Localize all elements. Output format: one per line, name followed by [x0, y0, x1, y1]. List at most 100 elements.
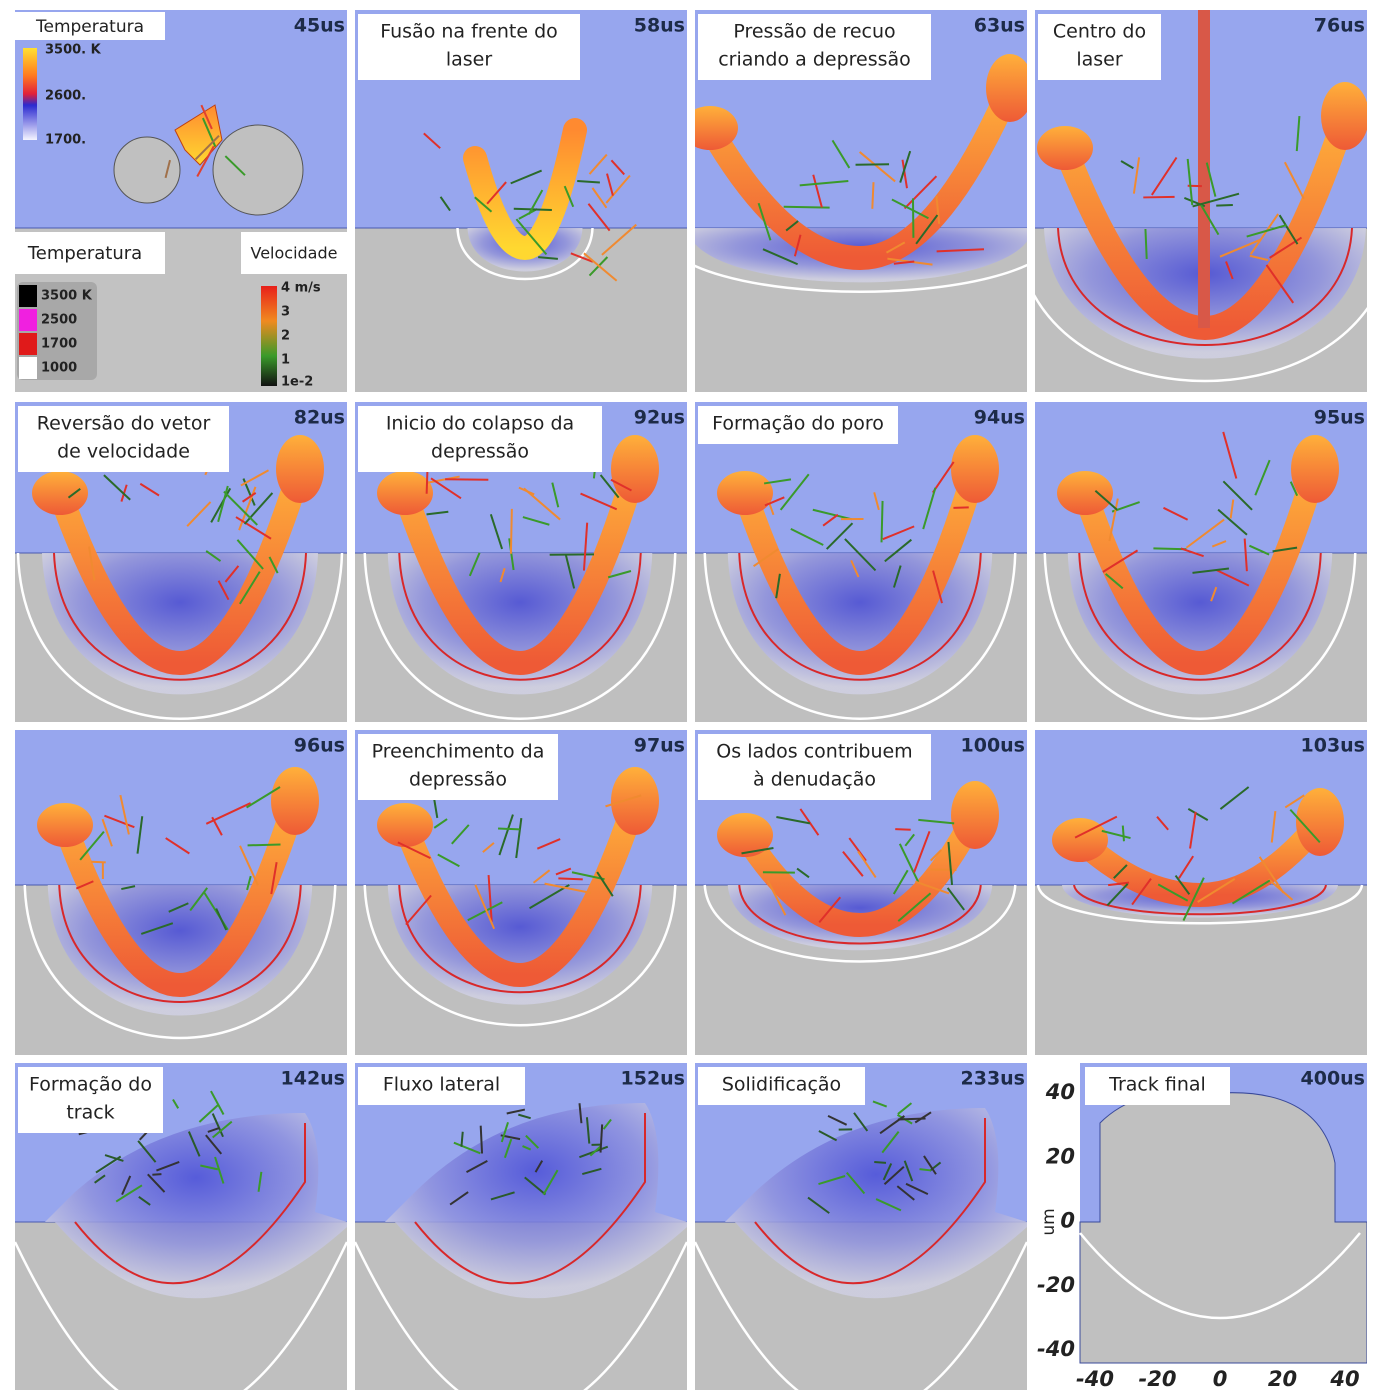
page: 45us58usFusão na frente dolaser63usPress…	[0, 0, 1378, 1394]
panel: 96us	[15, 730, 347, 1055]
caption: Preenchimento da	[372, 741, 545, 763]
time-label: 100us	[961, 735, 1026, 757]
powder-particle	[114, 137, 180, 203]
panel: 103us	[1035, 730, 1367, 1055]
velocity-arrow	[919, 1169, 931, 1170]
time-label: 58us	[634, 15, 685, 37]
y-axis-label: um	[1039, 1208, 1059, 1235]
caption: Solidificação	[722, 1074, 841, 1096]
caption: depressão	[431, 441, 529, 463]
velocity-arrow	[498, 828, 520, 829]
velocity-arrow	[930, 870, 956, 871]
legend-title: Velocidade	[251, 244, 338, 263]
legend-label: 1e-2	[281, 375, 313, 390]
legend-label: 1	[281, 353, 290, 368]
time-label: 152us	[621, 1068, 686, 1090]
panel: 94us Formação do poro	[695, 402, 1027, 722]
panel: 92us Inicio do colapso da depressão	[355, 402, 687, 722]
y-tick-label: -20	[1037, 1273, 1075, 1297]
panel-content	[1080, 1063, 1367, 1363]
caption: Formação do	[29, 1074, 152, 1096]
velocity-arrow	[461, 1132, 462, 1147]
panel: 40200-20-40-40-2002040um400usTrack final	[1037, 1063, 1367, 1391]
caption: Track final	[1108, 1074, 1206, 1096]
velocity-arrow	[152, 1174, 161, 1175]
panel: 100usOs lados contribuemà denudação	[695, 730, 1027, 1055]
velocity-colorbar	[261, 286, 277, 386]
time-label: 97us	[634, 735, 685, 757]
velocity-arrow	[481, 1126, 482, 1154]
caption: Inicio do colapso da	[386, 413, 574, 435]
panel-content	[1035, 402, 1367, 722]
caption: laser	[446, 49, 493, 71]
legend-title: Temperatura	[35, 17, 144, 37]
legend-label: 1000	[41, 361, 77, 376]
velocity-arrow	[1123, 826, 1124, 842]
melt-lobe	[986, 54, 1034, 122]
velocity-arrow	[882, 501, 883, 542]
y-tick-label: 20	[1046, 1144, 1075, 1168]
melt-lobe	[1291, 435, 1339, 503]
velocity-arrow	[872, 182, 873, 209]
panel-content	[355, 1063, 687, 1394]
legend-label: 2600.	[45, 89, 86, 104]
caption: Pressão de recuo	[733, 21, 895, 43]
caption: Fusão na frente do	[380, 21, 558, 43]
panel-content	[695, 1063, 1027, 1394]
melt-lobe	[276, 435, 324, 503]
legend-label: 3500 K	[41, 289, 93, 304]
caption: Reversão do vetor	[37, 413, 211, 435]
caption: criando a depressão	[718, 49, 911, 71]
velocity-arrow	[856, 164, 890, 165]
caption: Fluxo lateral	[383, 1074, 500, 1096]
legend-label: 3	[281, 305, 290, 320]
caption: laser	[1076, 49, 1123, 71]
temperature-colorbar	[23, 48, 37, 140]
time-label: 233us	[961, 1068, 1026, 1090]
caption: de velocidade	[57, 441, 190, 463]
x-tick-label: 0	[1213, 1367, 1228, 1391]
velocity-arrow	[91, 862, 105, 863]
melt-lobe	[682, 106, 738, 150]
melt-lobe	[271, 767, 319, 835]
velocity-arrow	[248, 845, 281, 846]
x-tick-label: -20	[1139, 1367, 1177, 1391]
y-tick-label: 0	[1060, 1209, 1075, 1233]
time-label: 95us	[1314, 407, 1365, 429]
time-label: 94us	[974, 407, 1025, 429]
caption: Formação do poro	[712, 413, 884, 435]
legend-label: 1700	[41, 337, 77, 352]
panel: 82usReversão do vetorde velocidade	[15, 402, 347, 722]
panel-content	[1035, 730, 1367, 1055]
legend-swatch	[19, 357, 37, 379]
velocity-arrow	[895, 829, 910, 830]
velocity-arrow	[1216, 205, 1233, 206]
panel: 142usFormação dotrack	[15, 1063, 347, 1394]
y-tick-label: -40	[1037, 1337, 1075, 1361]
legend-label: 2500	[41, 313, 77, 328]
panel-content	[695, 402, 1027, 722]
time-label: 96us	[294, 735, 345, 757]
caption: Centro do	[1053, 21, 1146, 43]
x-tick-label: 40	[1329, 1367, 1359, 1391]
time-label: 400us	[1301, 1068, 1366, 1090]
time-label: 92us	[634, 407, 685, 429]
time-label: 103us	[1301, 735, 1366, 757]
legend-swatch	[19, 285, 37, 307]
melt-lobe	[951, 435, 999, 503]
panel: 152us Fluxo lateral	[355, 1063, 687, 1394]
caption: Os lados contribuem	[716, 741, 912, 763]
melt-lobe	[1296, 788, 1344, 856]
melt-lobe	[1321, 82, 1369, 150]
x-tick-label: 20	[1268, 1367, 1297, 1391]
melt-lobe	[377, 471, 433, 515]
legend-label: 2	[281, 329, 290, 344]
melt-lobe	[1037, 126, 1093, 170]
melt-lobe	[611, 767, 659, 835]
panel: 95us	[1035, 402, 1367, 722]
legend-label: 1700.	[45, 133, 86, 148]
figure: 45us58usFusão na frente dolaser63usPress…	[0, 0, 1378, 1394]
melt-lobe	[32, 471, 88, 515]
melt-lobe	[611, 435, 659, 503]
time-label: 63us	[974, 15, 1025, 37]
